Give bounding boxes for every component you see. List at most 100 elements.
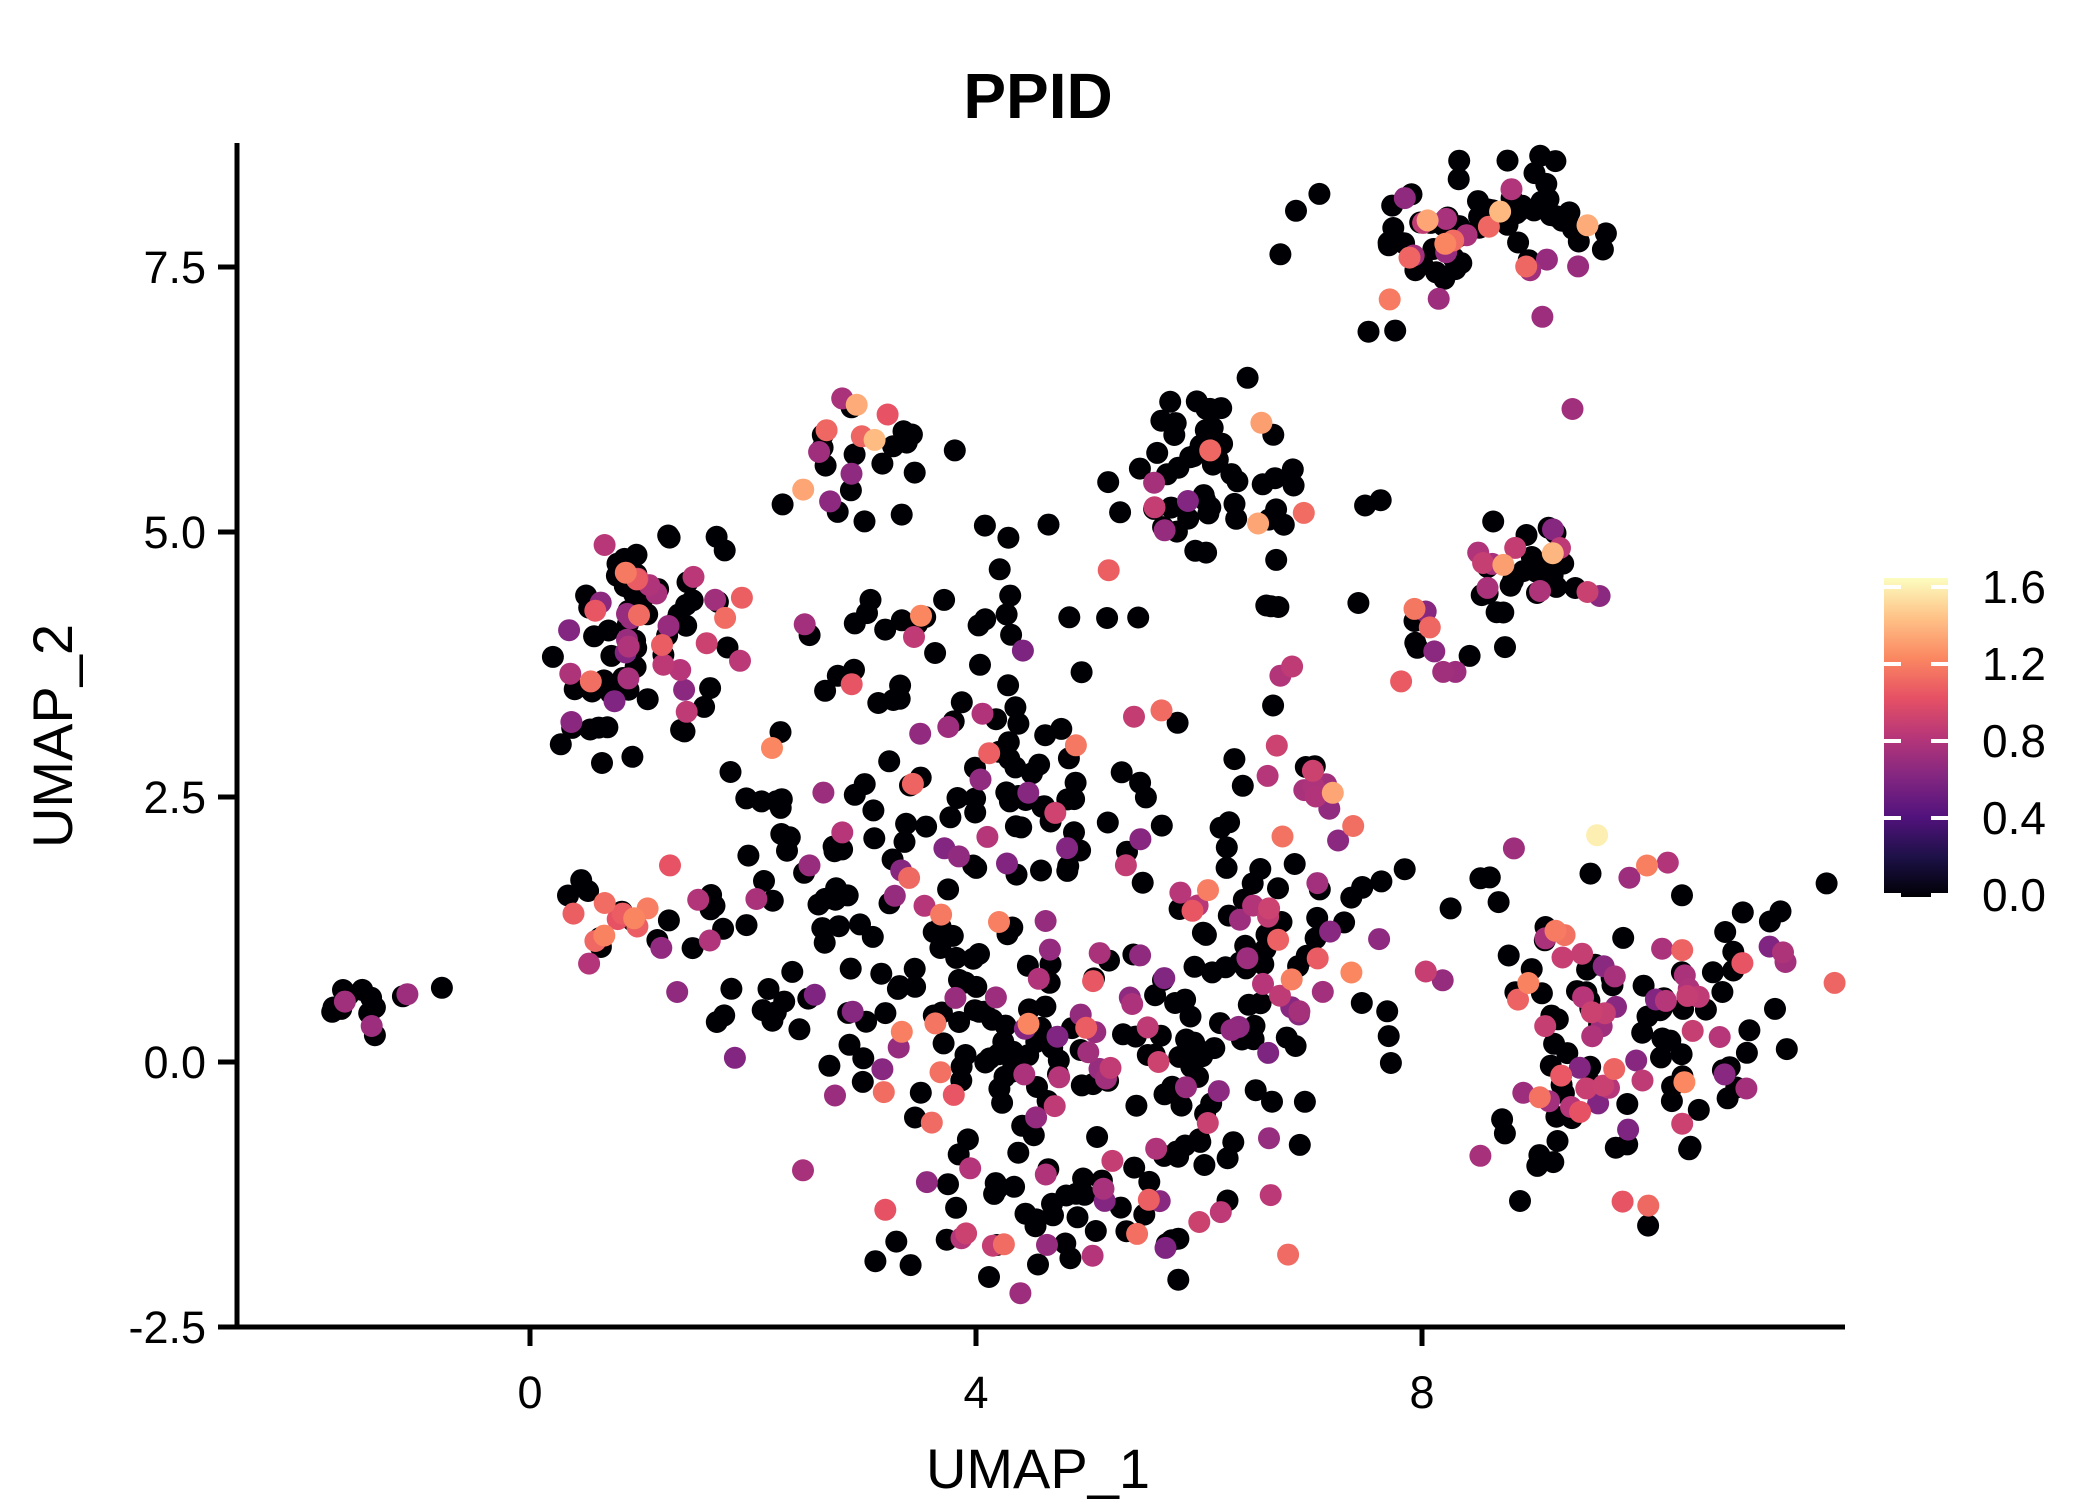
point xyxy=(1176,490,1199,512)
point xyxy=(1528,1086,1551,1109)
point xyxy=(1551,946,1574,969)
point xyxy=(1568,1056,1591,1079)
point xyxy=(838,1033,861,1056)
point xyxy=(737,844,760,867)
point xyxy=(1561,398,1584,420)
point xyxy=(558,619,581,642)
point xyxy=(1112,1023,1134,1046)
point xyxy=(1147,1051,1170,1073)
point xyxy=(1199,439,1222,462)
point xyxy=(1497,944,1520,967)
point xyxy=(1109,501,1132,524)
point xyxy=(814,679,837,702)
point xyxy=(1034,910,1057,932)
point xyxy=(761,737,783,759)
point xyxy=(1507,988,1529,1011)
point xyxy=(675,614,698,637)
point xyxy=(1197,879,1219,902)
point xyxy=(815,419,838,442)
point xyxy=(591,752,613,774)
point xyxy=(1257,1041,1280,1064)
point xyxy=(1241,872,1264,895)
point xyxy=(1520,546,1543,568)
point xyxy=(1304,785,1327,808)
point xyxy=(1531,305,1554,328)
point xyxy=(1414,960,1437,983)
point xyxy=(1569,1100,1592,1123)
point xyxy=(942,1083,965,1106)
point xyxy=(1127,606,1150,629)
point xyxy=(1701,961,1724,984)
point xyxy=(872,1081,895,1104)
point xyxy=(1258,897,1281,920)
point xyxy=(1637,1194,1660,1217)
y-tick-label: 7.5 xyxy=(143,242,206,293)
point xyxy=(1764,997,1786,1020)
point xyxy=(995,603,1018,626)
point xyxy=(895,812,918,835)
point xyxy=(1571,942,1594,965)
point xyxy=(1199,496,1222,519)
point xyxy=(1507,231,1530,254)
point xyxy=(1044,801,1067,824)
point xyxy=(1143,496,1166,519)
point xyxy=(1342,815,1365,837)
point xyxy=(1123,1156,1146,1179)
point xyxy=(562,902,585,925)
point xyxy=(827,915,850,938)
point xyxy=(1509,1190,1531,1212)
point xyxy=(1731,901,1754,924)
point xyxy=(849,913,871,936)
point xyxy=(1047,1049,1070,1072)
point xyxy=(967,614,990,637)
point xyxy=(1625,1049,1648,1072)
point xyxy=(867,692,890,714)
point xyxy=(871,452,894,475)
point xyxy=(1283,853,1306,875)
point xyxy=(793,613,816,636)
point xyxy=(1288,1000,1311,1023)
point xyxy=(941,924,964,947)
point xyxy=(892,420,915,443)
point xyxy=(1097,559,1120,582)
point xyxy=(1542,518,1564,541)
point xyxy=(1288,1133,1311,1156)
legend-tick-label: 1.6 xyxy=(1982,561,2046,613)
point xyxy=(1501,569,1524,592)
point xyxy=(864,1250,887,1273)
point xyxy=(1434,232,1457,255)
point xyxy=(1101,1149,1124,1172)
point xyxy=(898,866,921,889)
x-tick-marks xyxy=(527,1327,1425,1346)
point xyxy=(1280,968,1303,991)
point xyxy=(988,911,1010,933)
point xyxy=(1447,168,1470,191)
point xyxy=(915,815,938,838)
point xyxy=(852,1047,875,1070)
point xyxy=(757,978,780,1000)
point xyxy=(603,690,626,713)
point xyxy=(1711,981,1734,1003)
point xyxy=(1267,877,1289,900)
point xyxy=(973,514,996,537)
point xyxy=(1558,201,1581,224)
point xyxy=(1494,636,1516,659)
point xyxy=(1125,1094,1148,1117)
point xyxy=(874,618,897,641)
legend-tick-label: 1.2 xyxy=(1982,638,2046,690)
point xyxy=(1236,947,1259,970)
point xyxy=(745,888,768,910)
point xyxy=(1708,1026,1731,1048)
point xyxy=(1225,507,1248,530)
point xyxy=(1656,851,1679,874)
point xyxy=(593,924,616,947)
legend-tick-label: 0.8 xyxy=(1982,715,2046,767)
point xyxy=(1034,724,1057,747)
point xyxy=(1321,781,1344,804)
point xyxy=(1136,1016,1159,1039)
point xyxy=(1650,1046,1672,1069)
point xyxy=(593,534,616,556)
point xyxy=(831,821,854,844)
point xyxy=(886,977,909,1000)
y-axis-title: UMAP_2 xyxy=(21,624,84,848)
